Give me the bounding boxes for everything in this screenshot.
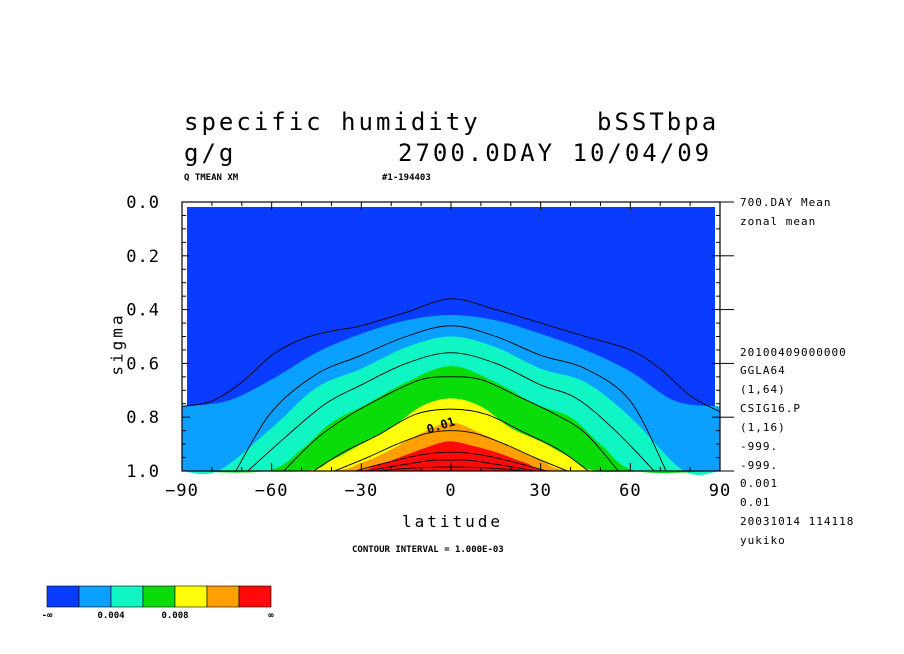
x-tick-label: 0 <box>445 481 456 501</box>
side-info-timestamp: 20100409000000 <box>740 346 847 359</box>
colorbar-swatch <box>78 585 112 608</box>
colorbar-swatch <box>206 585 240 608</box>
contour-line-0.002 <box>235 325 667 472</box>
side-info-zonal: zonal mean <box>740 215 817 228</box>
side-info-grid: GGLA64 <box>740 364 786 377</box>
x-tick-label: 30 <box>529 481 551 501</box>
colorbar-label: ∞ <box>268 611 274 621</box>
variable-tag: Q TMEAN XM <box>184 173 239 183</box>
x-axis-title: latitude <box>402 512 504 531</box>
side-info-grid-range: (1,64) <box>740 383 786 396</box>
fill-region-0.011 <box>182 441 720 472</box>
contour-line-0.006 <box>283 376 619 472</box>
contour-line-0.008 <box>313 408 589 472</box>
side-info-cmax: 0.01 <box>740 496 771 509</box>
side-info-sigma-range: (1,16) <box>740 421 786 434</box>
side-info-sigma: CSIG16.P <box>740 402 801 415</box>
side-info-created: 20031014 114118 <box>740 515 855 528</box>
side-info-mean: 700.DAY Mean <box>740 196 832 209</box>
colorbar-label: 0.008 <box>161 611 188 621</box>
colorbar-label: 0.004 <box>97 611 125 621</box>
side-info-missing-1: -999. <box>740 440 779 453</box>
y-tick-label: 0.6 <box>126 354 160 374</box>
contour-line-0.0005 <box>181 298 721 413</box>
contour-line-0.012 <box>355 451 547 472</box>
colorbar-swatch <box>46 585 80 608</box>
colorbar-swatch <box>238 585 272 608</box>
x-tick-label: 60 <box>619 481 641 501</box>
y-tick-label: 0.0 <box>126 193 160 213</box>
x-tick-label: −90 <box>165 481 199 501</box>
y-tick-label: 1.0 <box>126 462 160 482</box>
y-tick-label: 0.2 <box>126 247 160 267</box>
run-tag: #1-194403 <box>382 173 431 183</box>
x-tick-label: 90 <box>709 481 731 501</box>
date-label: 2700.0DAY 10/04/09 <box>398 139 713 167</box>
contour-line-0.004 <box>247 352 655 472</box>
side-info-cmin: 0.001 <box>740 477 779 490</box>
x-tick-label: −30 <box>344 481 378 501</box>
units-label: g/g <box>184 139 237 167</box>
y-tick-label: 0.4 <box>126 301 160 321</box>
contour-interval: CONTOUR INTERVAL = 1.000E-03 <box>352 545 504 555</box>
side-info-missing-2: -999. <box>740 459 779 472</box>
y-tick-label: 0.8 <box>126 408 160 428</box>
chart-title: specific humidity <box>184 108 481 136</box>
x-tick-label: −60 <box>255 481 289 501</box>
contour-line-0.013 <box>367 459 535 472</box>
colorbar-swatch <box>174 585 208 608</box>
side-info-user: yukiko <box>740 534 786 547</box>
experiment-name: bSSTbpa <box>597 108 720 136</box>
contour-line-0.01 <box>334 430 568 472</box>
colorbar-swatch <box>142 585 176 608</box>
colorbar-label: -∞ <box>42 611 53 621</box>
colorbar-swatch <box>110 585 144 608</box>
